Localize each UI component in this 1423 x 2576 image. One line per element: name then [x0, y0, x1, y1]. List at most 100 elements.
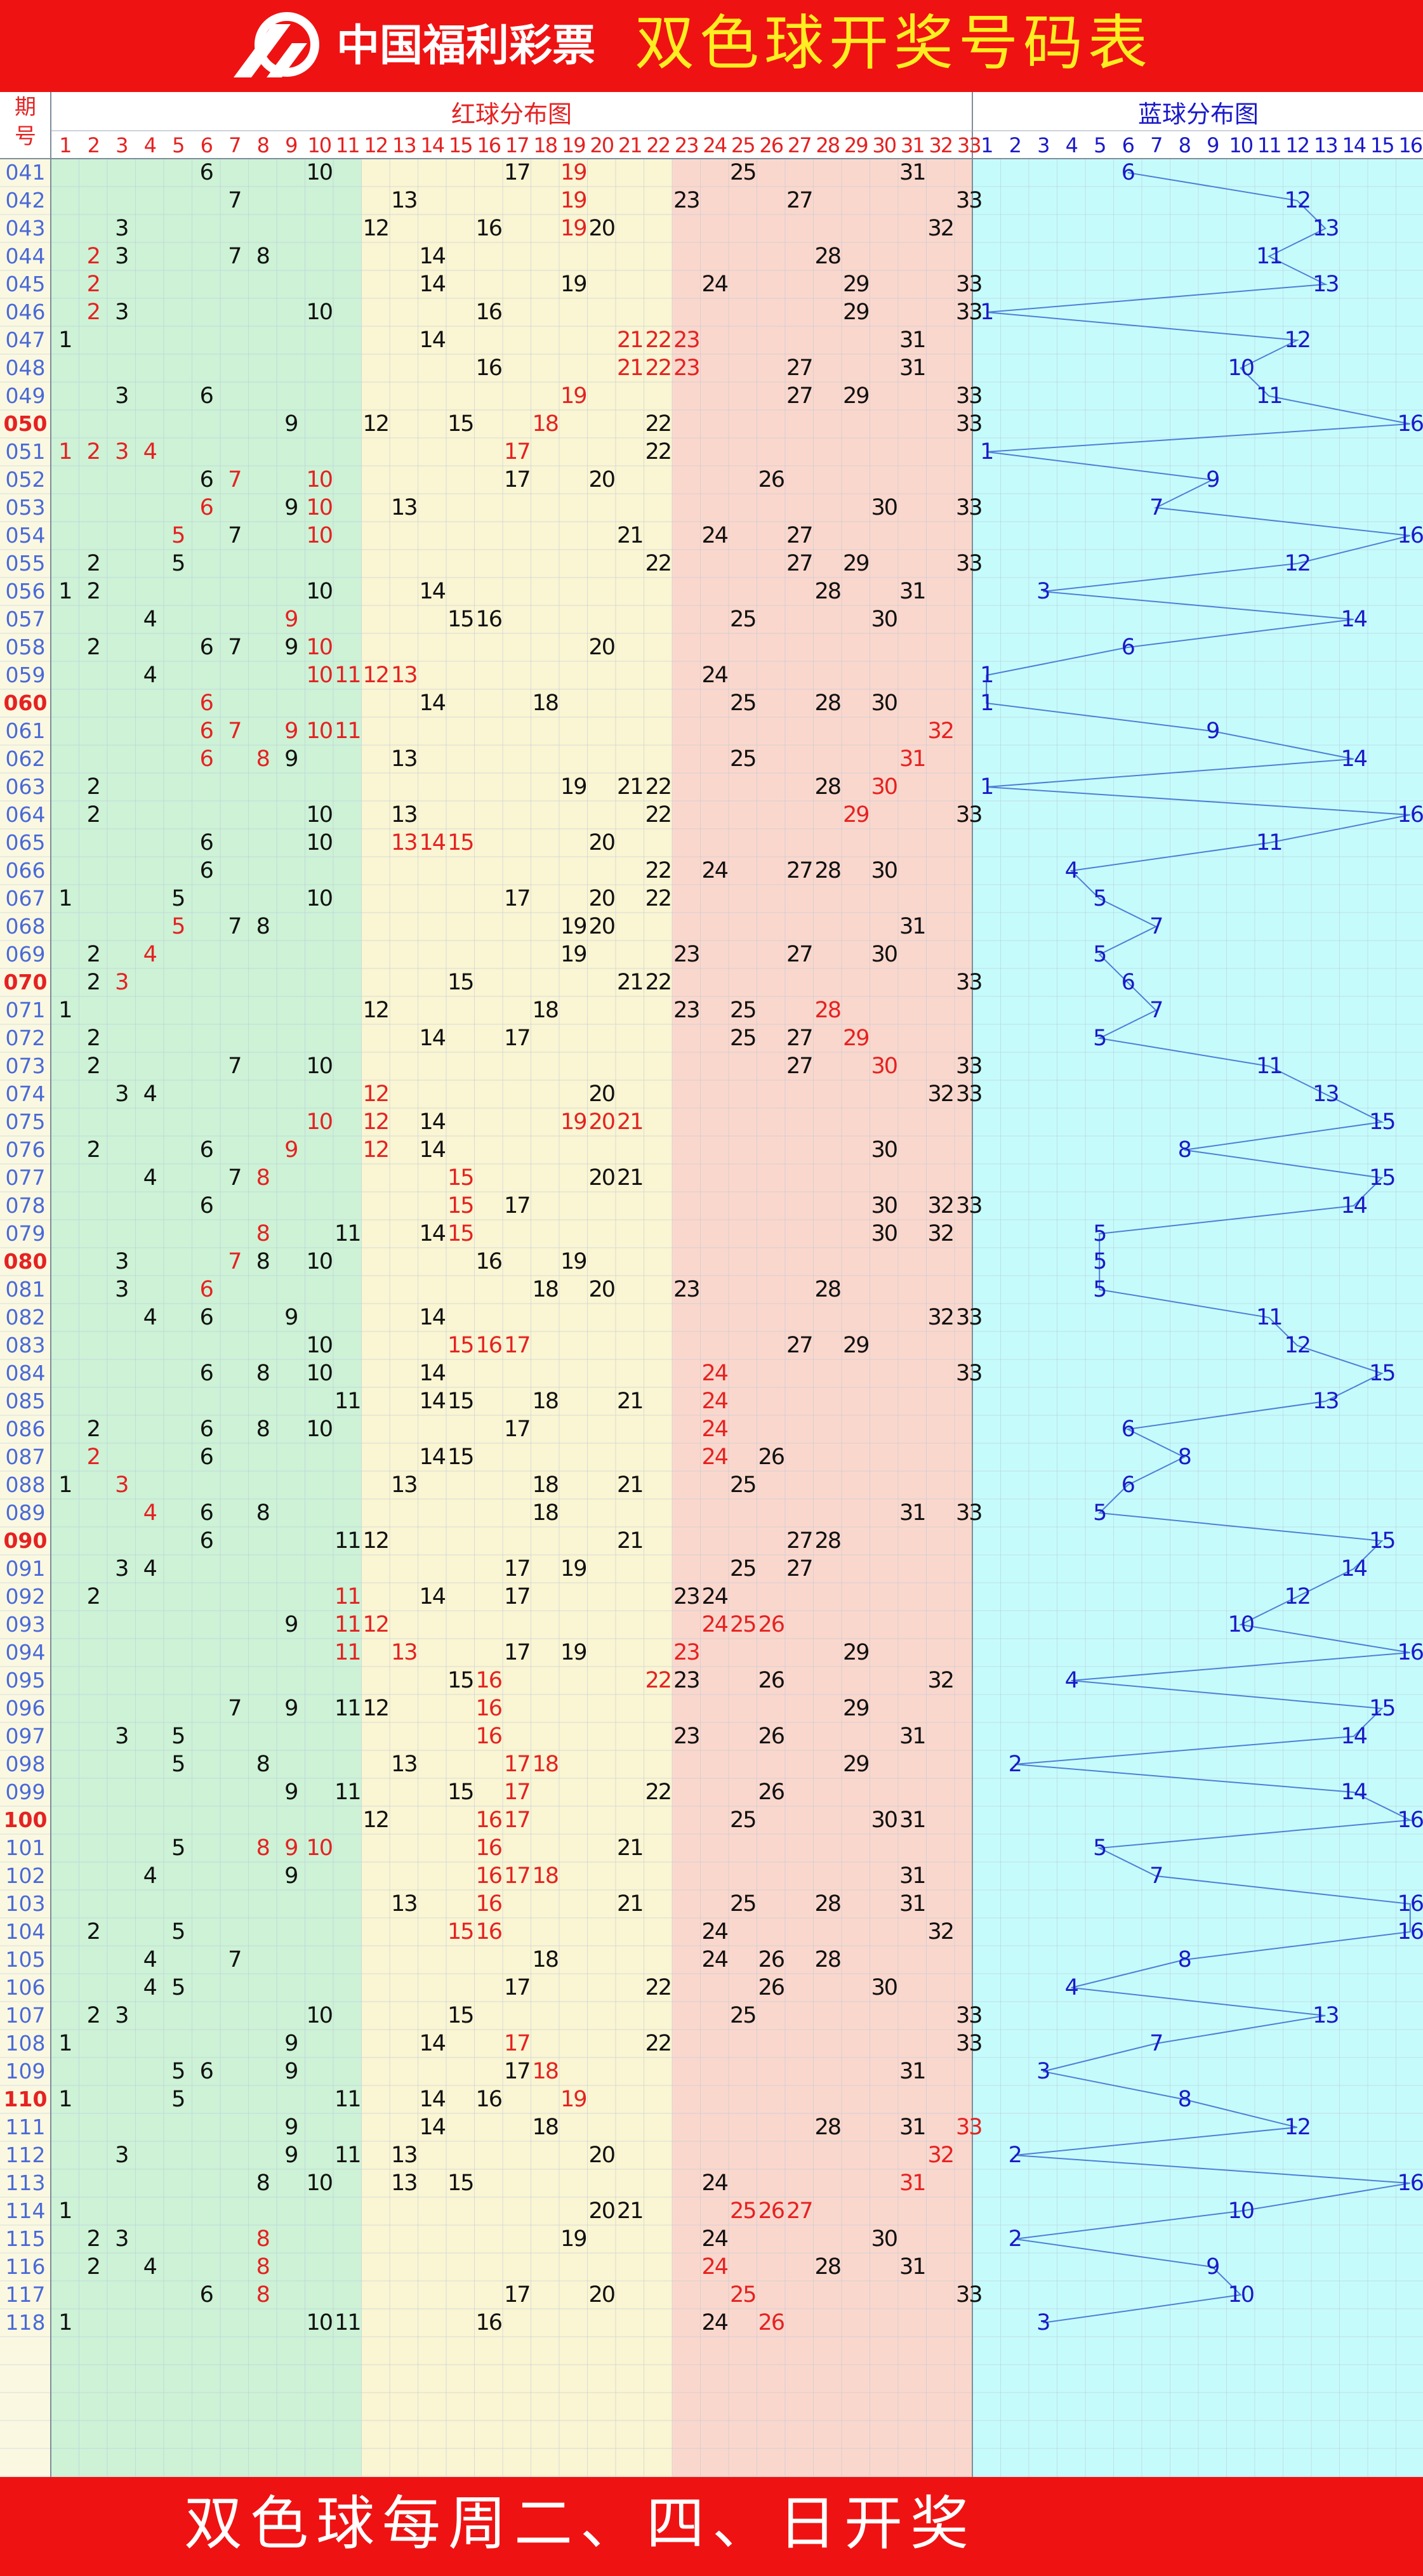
red-ball-number: 24: [701, 1947, 727, 1972]
red-ball-number: 26: [758, 1612, 784, 1637]
red-ball-number: 17: [504, 886, 530, 911]
red-ball-number: 30: [871, 2226, 897, 2252]
red-ball-number: 7: [228, 718, 241, 744]
red-ball-number: 19: [560, 383, 586, 409]
red-ball-number: 2: [87, 579, 100, 604]
red-ball-number: 2: [87, 300, 100, 325]
red-ball-number: 7: [228, 1947, 241, 1972]
red-ball-number: 8: [256, 746, 269, 772]
red-ball-number: 27: [786, 942, 812, 967]
red-ball-number: 22: [645, 1668, 671, 1693]
red-ball-number: 14: [419, 579, 445, 604]
red-ball-number: 31: [899, 746, 925, 772]
red-ball-number: 2: [87, 2003, 100, 2028]
red-ball-number: 15: [447, 411, 473, 437]
red-ball-number: 25: [730, 2003, 756, 2028]
red-column-label: 27: [788, 133, 811, 157]
red-ball-number: 23: [673, 355, 699, 381]
blue-column-label: 12: [1285, 133, 1309, 157]
red-ball-number: 7: [228, 1165, 241, 1191]
red-ball-number: 1: [58, 886, 71, 911]
red-ball-number: 23: [673, 327, 699, 353]
period-number: 049: [6, 383, 46, 408]
red-ball-number: 2: [87, 635, 100, 660]
blue-ball-number: 16: [1397, 802, 1423, 828]
red-ball-number: 26: [758, 1444, 784, 1470]
period-number: 109: [6, 2059, 46, 2084]
red-ball-number: 29: [843, 1026, 869, 1051]
red-ball-number: 11: [334, 1612, 361, 1637]
red-ball-number: 30: [871, 774, 897, 800]
blue-ball-number: 11: [1256, 830, 1282, 855]
red-ball-number: 6: [200, 495, 213, 520]
red-ball-number: 5: [171, 1724, 184, 1749]
red-ball-number: 8: [256, 1249, 269, 1274]
red-ball-number: 28: [814, 1947, 840, 1972]
red-ball-number: 33: [956, 411, 982, 437]
red-ball-number: 1: [58, 2198, 71, 2224]
red-ball-number: 24: [701, 1584, 727, 1609]
period-number: 057: [6, 607, 46, 631]
red-ball-number: 12: [362, 1081, 388, 1107]
red-ball-number: 10: [306, 1109, 332, 1135]
red-ball-number: 1: [58, 327, 71, 353]
red-column-label: 7: [228, 133, 240, 157]
red-ball-number: 17: [504, 2031, 530, 2056]
red-ball-number: 16: [475, 1668, 501, 1693]
blue-ball-number: 5: [1093, 1026, 1106, 1051]
red-ball-number: 16: [475, 1696, 501, 1721]
red-ball-number: 33: [956, 1361, 982, 1386]
red-ball-number: 10: [306, 663, 332, 688]
period-number: 065: [6, 830, 46, 855]
period-number: 096: [6, 1696, 46, 1721]
red-ball-number: 8: [256, 2226, 269, 2252]
red-ball-number: 30: [871, 1807, 897, 1833]
red-ball-number: 4: [143, 1081, 157, 1107]
red-ball-number: 31: [899, 1500, 925, 1526]
red-ball-number: 33: [956, 970, 982, 995]
red-ball-number: 6: [200, 1500, 213, 1526]
red-ball-number: 2: [87, 439, 100, 465]
red-ball-number: 19: [560, 216, 586, 241]
red-ball-number: 32: [927, 216, 953, 241]
red-zone-3-background: [672, 159, 983, 2477]
red-ball-number: 5: [171, 2087, 184, 2112]
red-column-label: 18: [533, 133, 557, 157]
red-ball-number: 3: [115, 970, 128, 995]
red-ball-number: 10: [306, 1361, 332, 1386]
red-ball-number: 3: [115, 300, 128, 325]
red-ball-number: 4: [143, 1947, 157, 1972]
period-number: 104: [6, 1919, 46, 1944]
red-ball-number: 22: [645, 802, 671, 828]
red-ball-number: 2: [87, 1137, 100, 1163]
red-ball-number: 27: [786, 1054, 812, 1079]
red-ball-number: 28: [814, 1891, 840, 1917]
red-ball-number: 14: [419, 1389, 445, 1414]
red-ball-number: 5: [171, 551, 184, 576]
red-column-label: 9: [285, 133, 297, 157]
red-ball-number: 14: [419, 2115, 445, 2140]
red-ball-number: 13: [391, 830, 417, 855]
blue-ball-number: 5: [1093, 1835, 1106, 1861]
period-number: 054: [6, 523, 46, 548]
red-ball-number: 26: [758, 2310, 784, 2335]
red-ball-number: 27: [786, 188, 812, 213]
red-column-label: 13: [392, 133, 416, 157]
red-ball-number: 6: [200, 1361, 213, 1386]
red-ball-number: 21: [617, 1472, 643, 1498]
red-ball-number: 21: [617, 355, 643, 381]
period-number: 080: [4, 1249, 48, 1274]
red-ball-number: 8: [256, 1835, 269, 1861]
red-ball-number: 32: [927, 1221, 953, 1246]
red-ball-number: 3: [115, 1249, 128, 1274]
red-ball-number: 9: [284, 1835, 297, 1861]
red-ball-number: 6: [200, 635, 213, 660]
period-number: 061: [6, 718, 46, 743]
blue-ball-number: 9: [1206, 467, 1219, 492]
red-ball-number: 5: [171, 914, 184, 939]
blue-column-label: 10: [1229, 133, 1252, 157]
red-ball-number: 25: [730, 746, 756, 772]
red-ball-number: 17: [504, 467, 530, 492]
red-ball-number: 18: [532, 998, 558, 1023]
red-ball-number: 25: [730, 2282, 756, 2308]
